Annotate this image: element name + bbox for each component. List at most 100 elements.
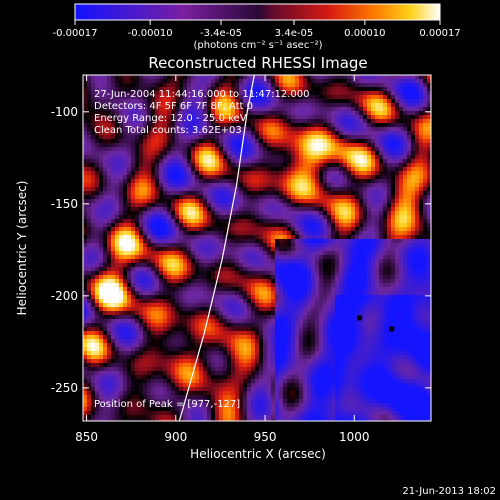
heatmap-cell [175, 131, 180, 136]
heatmap-cell [147, 219, 152, 224]
heatmap-cell [403, 203, 408, 208]
heatmap-cell [103, 159, 108, 164]
heatmap-cell [403, 171, 408, 176]
heatmap-cell [347, 287, 352, 292]
heatmap-cell [127, 159, 132, 164]
heatmap-cell [87, 99, 92, 104]
heatmap-cell [351, 83, 356, 88]
heatmap-cell [271, 179, 276, 184]
heatmap-cell [275, 203, 280, 208]
heatmap-cell [187, 127, 192, 132]
heatmap-cell [415, 187, 420, 192]
heatmap-cell [259, 175, 264, 180]
heatmap-cell [251, 251, 256, 256]
heatmap-cell [107, 227, 112, 232]
heatmap-cell [327, 243, 332, 248]
heatmap-cell [399, 203, 404, 208]
heatmap-cell [115, 75, 120, 80]
heatmap-cell [323, 131, 328, 136]
heatmap-cell [95, 239, 100, 244]
heatmap-cell [119, 163, 124, 168]
heatmap-cell [343, 223, 348, 228]
heatmap-cell [323, 95, 328, 100]
heatmap-cell [391, 259, 396, 264]
heatmap-cell [375, 203, 380, 208]
heatmap-cell [407, 99, 412, 104]
heatmap-cell [191, 187, 196, 192]
heatmap-cell [131, 263, 136, 268]
heatmap-cell [123, 115, 128, 120]
heatmap-cell [83, 287, 88, 292]
heatmap-cell [427, 275, 431, 280]
heatmap-cell [195, 211, 200, 216]
heatmap-cell [119, 115, 124, 120]
heatmap-cell [115, 211, 120, 216]
heatmap-cell [291, 271, 296, 276]
heatmap-cell [139, 299, 144, 304]
heatmap-cell [351, 91, 356, 96]
heatmap-cell [343, 295, 348, 300]
heatmap-cell [147, 191, 152, 196]
heatmap-cell [359, 87, 364, 92]
heatmap-cell [259, 75, 264, 80]
heatmap-cell [351, 231, 356, 236]
heatmap-cell [151, 215, 156, 220]
heatmap-cell [91, 263, 96, 268]
heatmap-cell [315, 139, 320, 144]
heatmap-cell [375, 271, 380, 276]
heatmap-cell [343, 139, 348, 144]
heatmap-cell [183, 219, 188, 224]
heatmap-cell [427, 79, 431, 84]
heatmap-cell [303, 91, 308, 96]
heatmap-cell [219, 239, 224, 244]
heatmap-cell [331, 115, 336, 120]
heatmap-cell [415, 79, 420, 84]
heatmap-cell [227, 91, 232, 96]
heatmap-cell [231, 107, 236, 112]
heatmap-cell [403, 191, 408, 196]
heatmap-cell [407, 203, 412, 208]
heatmap-cell [251, 155, 256, 160]
heatmap-cell [351, 195, 356, 200]
heatmap-cell [363, 91, 368, 96]
heatmap-cell [115, 299, 120, 304]
heatmap-cell [351, 103, 356, 108]
heatmap-cell [183, 203, 188, 208]
heatmap-cell [83, 195, 88, 200]
heatmap-cell [363, 115, 368, 120]
heatmap-cell [239, 227, 244, 232]
heatmap-cell [91, 275, 96, 280]
heatmap-cell [183, 195, 188, 200]
heatmap-cell [183, 167, 188, 172]
heatmap-cell [91, 195, 96, 200]
heatmap-cell [419, 79, 424, 84]
heatmap-cell [403, 179, 408, 184]
heatmap-cell [327, 167, 332, 172]
heatmap-cell [351, 127, 356, 132]
heatmap-cell [83, 123, 88, 128]
heatmap-cell [291, 79, 296, 84]
heatmap-cell [415, 91, 420, 96]
heatmap-cell [199, 227, 204, 232]
heatmap-cell [271, 231, 276, 236]
heatmap-cell [199, 147, 204, 152]
heatmap-cell [183, 271, 188, 276]
heatmap-cell [183, 111, 188, 116]
heatmap-cell [383, 287, 388, 292]
heatmap-cell [331, 279, 336, 284]
heatmap-cell [379, 243, 384, 248]
heatmap-cell [319, 139, 324, 144]
heatmap-cell [103, 147, 108, 152]
heatmap-cell [291, 183, 296, 188]
heatmap-cell [279, 87, 284, 92]
heatmap-cell [155, 267, 160, 272]
heatmap-cell [415, 255, 420, 260]
heatmap-cell [355, 123, 360, 128]
heatmap-cell [91, 99, 96, 104]
heatmap-cell [135, 295, 140, 300]
heatmap-cell [187, 207, 192, 212]
heatmap-cell [375, 127, 380, 132]
heatmap-cell [259, 291, 264, 296]
heatmap-cell [171, 191, 176, 196]
heatmap-cell [235, 107, 240, 112]
